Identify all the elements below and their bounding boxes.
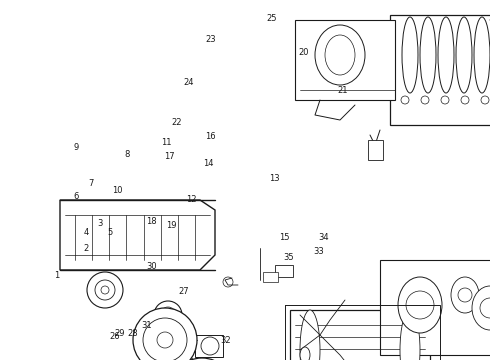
Circle shape — [143, 318, 187, 360]
Bar — [195, 335, 223, 357]
Text: 12: 12 — [186, 195, 196, 204]
Text: 1: 1 — [54, 271, 59, 280]
Text: 34: 34 — [318, 233, 329, 242]
Circle shape — [461, 96, 469, 104]
Text: 8: 8 — [125, 150, 130, 159]
Text: 14: 14 — [203, 159, 214, 168]
Circle shape — [154, 301, 182, 329]
Text: 19: 19 — [166, 220, 177, 230]
Text: 32: 32 — [220, 336, 231, 345]
Circle shape — [95, 280, 115, 300]
Text: 33: 33 — [313, 248, 324, 256]
Text: 20: 20 — [298, 48, 309, 57]
Text: 28: 28 — [127, 328, 138, 338]
Text: 4: 4 — [83, 228, 88, 237]
Circle shape — [201, 337, 219, 355]
Ellipse shape — [420, 17, 436, 93]
Text: 25: 25 — [267, 14, 277, 23]
Circle shape — [170, 358, 234, 360]
Circle shape — [406, 291, 434, 319]
Ellipse shape — [325, 35, 355, 75]
Ellipse shape — [300, 347, 310, 360]
Circle shape — [480, 298, 490, 318]
Circle shape — [441, 96, 449, 104]
Circle shape — [157, 332, 173, 348]
Text: 3: 3 — [98, 219, 103, 228]
Circle shape — [481, 96, 489, 104]
Circle shape — [160, 307, 176, 323]
Ellipse shape — [398, 277, 442, 333]
Bar — [285, 305, 440, 360]
Circle shape — [165, 312, 171, 318]
Bar — [368, 140, 383, 160]
Text: 13: 13 — [269, 174, 280, 183]
Text: 30: 30 — [147, 262, 157, 271]
Circle shape — [421, 96, 429, 104]
Bar — [295, 20, 395, 100]
Text: 24: 24 — [183, 78, 194, 87]
Bar — [390, 15, 490, 125]
Text: 21: 21 — [338, 86, 348, 95]
Circle shape — [458, 288, 472, 302]
Text: 23: 23 — [205, 35, 216, 44]
Text: 7: 7 — [88, 179, 93, 188]
Ellipse shape — [402, 17, 418, 93]
Text: 27: 27 — [178, 287, 189, 296]
Ellipse shape — [438, 17, 454, 93]
Ellipse shape — [315, 25, 365, 85]
Text: 22: 22 — [171, 118, 182, 127]
Text: 6: 6 — [74, 192, 78, 201]
Circle shape — [401, 96, 409, 104]
Text: 17: 17 — [164, 152, 174, 161]
Text: 26: 26 — [110, 332, 121, 341]
Polygon shape — [60, 200, 215, 270]
Text: 5: 5 — [108, 228, 113, 237]
Text: 29: 29 — [115, 328, 125, 338]
Ellipse shape — [456, 17, 472, 93]
Text: 35: 35 — [284, 253, 294, 262]
Text: 10: 10 — [112, 186, 123, 195]
Bar — [290, 310, 430, 360]
Ellipse shape — [474, 17, 490, 93]
Circle shape — [133, 308, 197, 360]
Ellipse shape — [472, 286, 490, 330]
Circle shape — [87, 272, 123, 308]
Bar — [380, 260, 490, 355]
Bar — [275, 265, 293, 277]
Bar — [263, 272, 278, 282]
Text: 11: 11 — [161, 138, 172, 147]
Text: 16: 16 — [205, 132, 216, 141]
Text: 2: 2 — [83, 244, 88, 253]
Text: 31: 31 — [142, 321, 152, 330]
Text: 15: 15 — [279, 233, 290, 242]
Text: 18: 18 — [147, 217, 157, 226]
Circle shape — [101, 286, 109, 294]
Ellipse shape — [300, 310, 320, 360]
Ellipse shape — [400, 310, 420, 360]
Text: 9: 9 — [74, 143, 78, 152]
Ellipse shape — [451, 277, 479, 313]
